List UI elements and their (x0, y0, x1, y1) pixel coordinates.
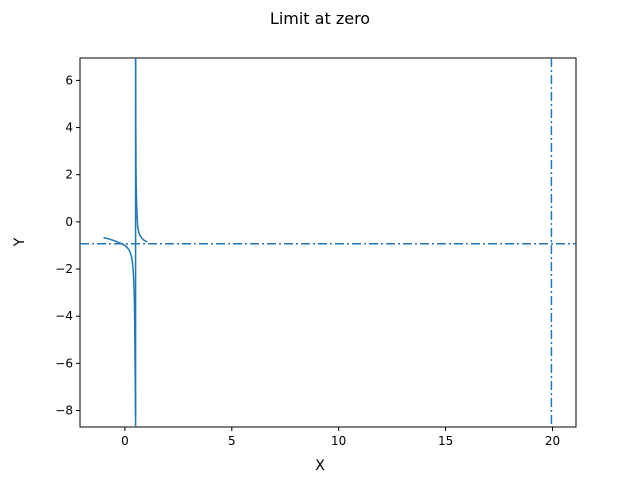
y-axis-ticks: −8 −6 −4 −2 0 2 4 6 (55, 73, 80, 417)
x-axis-ticks: 0 5 10 15 20 (121, 427, 560, 448)
x-tick-label: 10 (331, 434, 346, 448)
series-group (103, 59, 148, 416)
plot-area (79, 57, 577, 428)
x-tick-label: 0 (121, 434, 129, 448)
x-tick-label: 5 (228, 434, 236, 448)
reference-lines (80, 58, 576, 427)
series-line (134, 59, 148, 243)
x-tick-label: 15 (438, 434, 453, 448)
series-line (103, 236, 137, 416)
y-tick-label: 6 (65, 73, 73, 87)
y-tick-label: 4 (65, 121, 73, 135)
y-axis-label: Y (12, 237, 28, 247)
chart-title: Limit at zero (270, 9, 370, 28)
x-tick-label: 20 (545, 434, 560, 448)
y-tick-label: 2 (65, 168, 73, 182)
x-axis-label: X (315, 458, 325, 474)
y-tick-label: −4 (55, 309, 73, 323)
y-tick-label: −2 (55, 262, 73, 276)
y-tick-label: −8 (55, 403, 73, 417)
y-tick-label: −6 (55, 356, 73, 370)
y-tick-label: 0 (65, 215, 73, 229)
